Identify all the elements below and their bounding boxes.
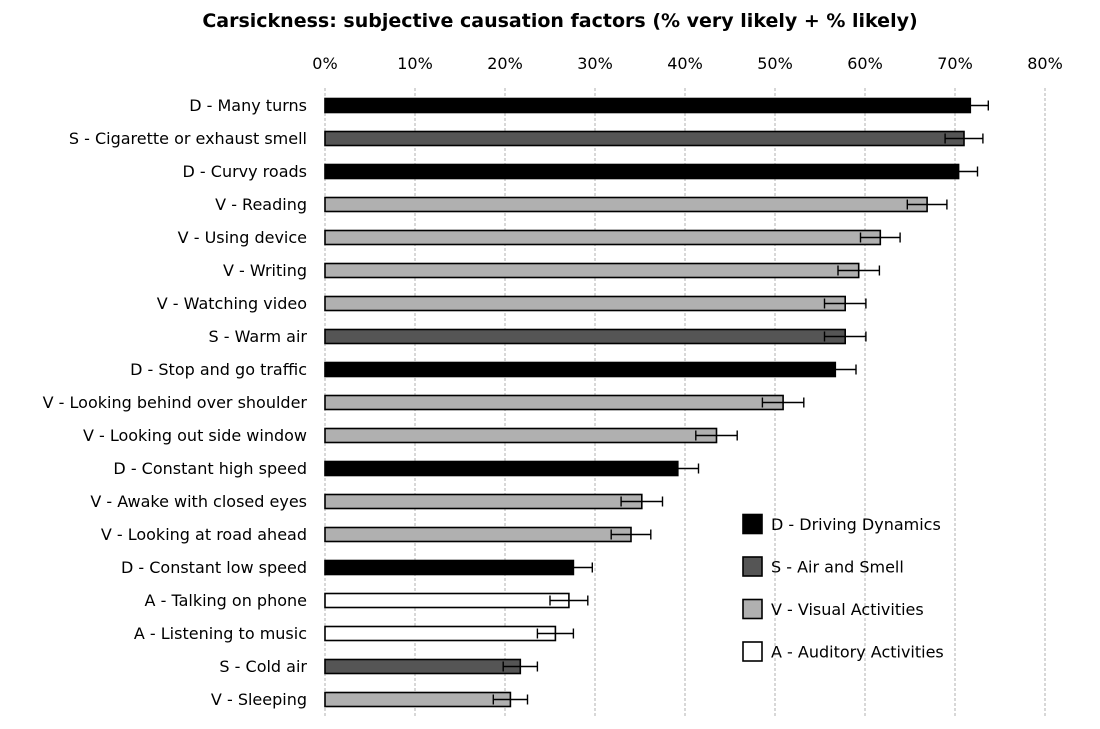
error-bar bbox=[610, 529, 652, 540]
category-label: S - Cold air bbox=[219, 657, 307, 676]
category-label: V - Sleeping bbox=[211, 690, 307, 709]
category-label: D - Curvy roads bbox=[183, 162, 308, 181]
category-label: A - Listening to music bbox=[134, 624, 307, 643]
error-bar bbox=[553, 562, 593, 573]
legend-label: S - Air and Smell bbox=[771, 558, 904, 577]
bar bbox=[324, 526, 632, 543]
category-label: V - Watching video bbox=[157, 294, 307, 313]
category-label: V - Using device bbox=[178, 228, 307, 247]
bar bbox=[324, 394, 784, 411]
legend-swatch bbox=[742, 513, 763, 535]
error-bar bbox=[944, 133, 984, 144]
bar bbox=[324, 625, 557, 642]
x-tick-label: 80% bbox=[1027, 54, 1063, 73]
category-label: V - Looking at road ahead bbox=[101, 525, 307, 544]
error-bar bbox=[823, 298, 867, 309]
chart-title: Carsickness: subjective causation factor… bbox=[202, 10, 917, 32]
bar bbox=[324, 328, 847, 345]
bar bbox=[324, 130, 965, 147]
error-bars bbox=[492, 100, 989, 705]
legend-item: A - Auditory Activities bbox=[742, 641, 944, 662]
legend-swatch bbox=[742, 641, 763, 662]
error-bar bbox=[813, 364, 857, 375]
error-bar bbox=[906, 199, 948, 210]
bar bbox=[324, 592, 570, 609]
legend-item: S - Air and Smell bbox=[742, 556, 904, 577]
error-bar bbox=[695, 430, 738, 441]
bar bbox=[324, 163, 960, 180]
category-label: A - Talking on phone bbox=[145, 591, 307, 610]
error-bar bbox=[656, 463, 700, 474]
category-label: V - Awake with closed eyes bbox=[90, 492, 307, 511]
legend-item: V - Visual Activities bbox=[742, 598, 924, 620]
error-bar bbox=[549, 595, 589, 606]
legend-label: D - Driving Dynamics bbox=[771, 515, 941, 534]
legend: D - Driving Dynamics S - Air and Smell V -… bbox=[742, 513, 944, 662]
bar bbox=[324, 361, 837, 378]
bar bbox=[324, 691, 512, 708]
x-tick-label: 50% bbox=[757, 54, 793, 73]
x-axis-ticks: 0% 10% 20% 30% 40% 50% 60% 70% 80% bbox=[312, 54, 1062, 73]
category-label: V - Reading bbox=[215, 195, 307, 214]
legend-swatch bbox=[742, 598, 763, 620]
x-tick-label: 40% bbox=[667, 54, 703, 73]
category-label: V - Looking out side window bbox=[83, 426, 307, 445]
error-bar bbox=[859, 232, 901, 243]
category-label: S - Warm air bbox=[209, 327, 308, 346]
error-bar bbox=[761, 397, 805, 408]
x-tick-label: 10% bbox=[397, 54, 433, 73]
legend-label: V - Visual Activities bbox=[771, 600, 924, 619]
bar bbox=[324, 196, 928, 213]
bar bbox=[324, 295, 847, 312]
category-label: D - Constant low speed bbox=[121, 558, 307, 577]
category-label: V - Looking behind over shoulder bbox=[43, 393, 308, 412]
error-bar bbox=[536, 628, 575, 639]
bar bbox=[324, 460, 679, 477]
bar bbox=[324, 262, 860, 279]
bar bbox=[324, 658, 522, 675]
error-bar bbox=[620, 496, 664, 507]
error-bar bbox=[492, 694, 529, 705]
category-label: V - Writing bbox=[223, 261, 307, 280]
bar bbox=[324, 427, 718, 444]
legend-label: A - Auditory Activities bbox=[771, 643, 944, 662]
bar bbox=[324, 97, 972, 114]
error-bar bbox=[823, 331, 867, 342]
category-label: D - Many turns bbox=[189, 96, 307, 115]
category-labels: D - Many turns S - Cigarette or exhaust s… bbox=[43, 96, 308, 709]
x-tick-label: 20% bbox=[487, 54, 523, 73]
error-bar bbox=[939, 166, 979, 177]
legend-item: D - Driving Dynamics bbox=[742, 513, 941, 535]
error-bar bbox=[951, 100, 989, 111]
x-tick-label: 30% bbox=[577, 54, 613, 73]
error-bar bbox=[837, 265, 881, 276]
x-tick-label: 0% bbox=[312, 54, 337, 73]
error-bar bbox=[502, 661, 539, 672]
category-label: D - Constant high speed bbox=[113, 459, 307, 478]
category-label: S - Cigarette or exhaust smell bbox=[69, 129, 307, 148]
bar bbox=[324, 559, 575, 576]
bar bbox=[324, 229, 882, 246]
x-tick-label: 60% bbox=[847, 54, 883, 73]
x-tick-label: 70% bbox=[937, 54, 973, 73]
legend-swatch bbox=[742, 556, 763, 577]
bar bbox=[324, 493, 643, 510]
category-label: D - Stop and go traffic bbox=[130, 360, 307, 379]
